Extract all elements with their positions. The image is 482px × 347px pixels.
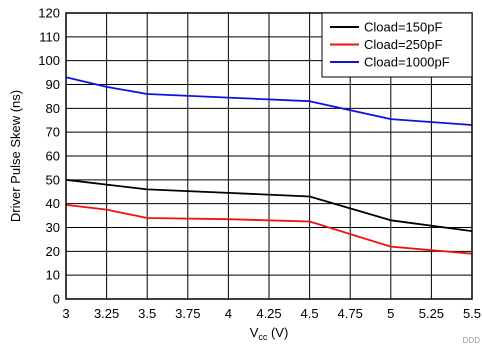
y-tick-label: 110	[39, 29, 60, 44]
x-tick-label: 3.75	[175, 306, 200, 321]
plot-frame	[65, 12, 473, 300]
y-tick-label: 80	[46, 101, 60, 116]
series-lines	[65, 76, 473, 255]
y-tick-label: 10	[46, 268, 60, 283]
x-tick-label: 3.5	[138, 306, 156, 321]
x-tick-label: 5	[387, 306, 394, 321]
y-tick-label: 40	[46, 196, 60, 211]
y-axis-label: Driver Pulse Skew (ns)	[8, 90, 23, 222]
x-tick-label: 4.25	[256, 306, 281, 321]
x-tick-label: 4.5	[301, 306, 319, 321]
y-tick-label: 90	[46, 77, 60, 92]
watermark-text: DDD	[463, 336, 481, 345]
x-tick-label: 3.25	[94, 306, 119, 321]
series-line	[65, 178, 473, 232]
x-axis-label: Vcc (V)	[250, 325, 289, 342]
y-tick-label: 120	[38, 6, 60, 21]
y-tick-label: 0	[53, 292, 60, 307]
x-tick-labels: 3 3.25 3.5 3.75 4 4.25 4.5 4.75 5 5.25 5.5	[62, 306, 481, 321]
x-axis-label-unit: (V)	[267, 325, 288, 340]
x-tick-label: 5.25	[419, 306, 444, 321]
x-tick-label: 4	[225, 306, 232, 321]
y-tick-label: 20	[46, 244, 60, 259]
y-tick-labels: 0 10 20 30 40 50 60 70 80 90 100 110 120	[38, 6, 60, 307]
x-tick-label: 5.5	[463, 306, 481, 321]
legend-label: Cload=1000pF	[364, 55, 450, 70]
legend: Cload=150pF Cload=250pF Cload=1000pF	[321, 12, 473, 78]
y-tick-label: 30	[46, 220, 60, 235]
x-tick-label: 4.75	[338, 306, 363, 321]
x-tick-label: 3	[62, 306, 69, 321]
y-tick-label: 60	[46, 149, 60, 164]
series-line	[65, 76, 473, 126]
series-line	[65, 204, 473, 255]
x-axis-label-main: V	[250, 325, 259, 340]
y-tick-label: 70	[46, 125, 60, 140]
x-axis-label-subscript: cc	[258, 332, 268, 342]
y-tick-label: 100	[38, 53, 60, 68]
legend-label: Cload=250pF	[364, 37, 442, 52]
y-tick-label: 50	[46, 172, 60, 187]
legend-label: Cload=150pF	[364, 20, 442, 35]
